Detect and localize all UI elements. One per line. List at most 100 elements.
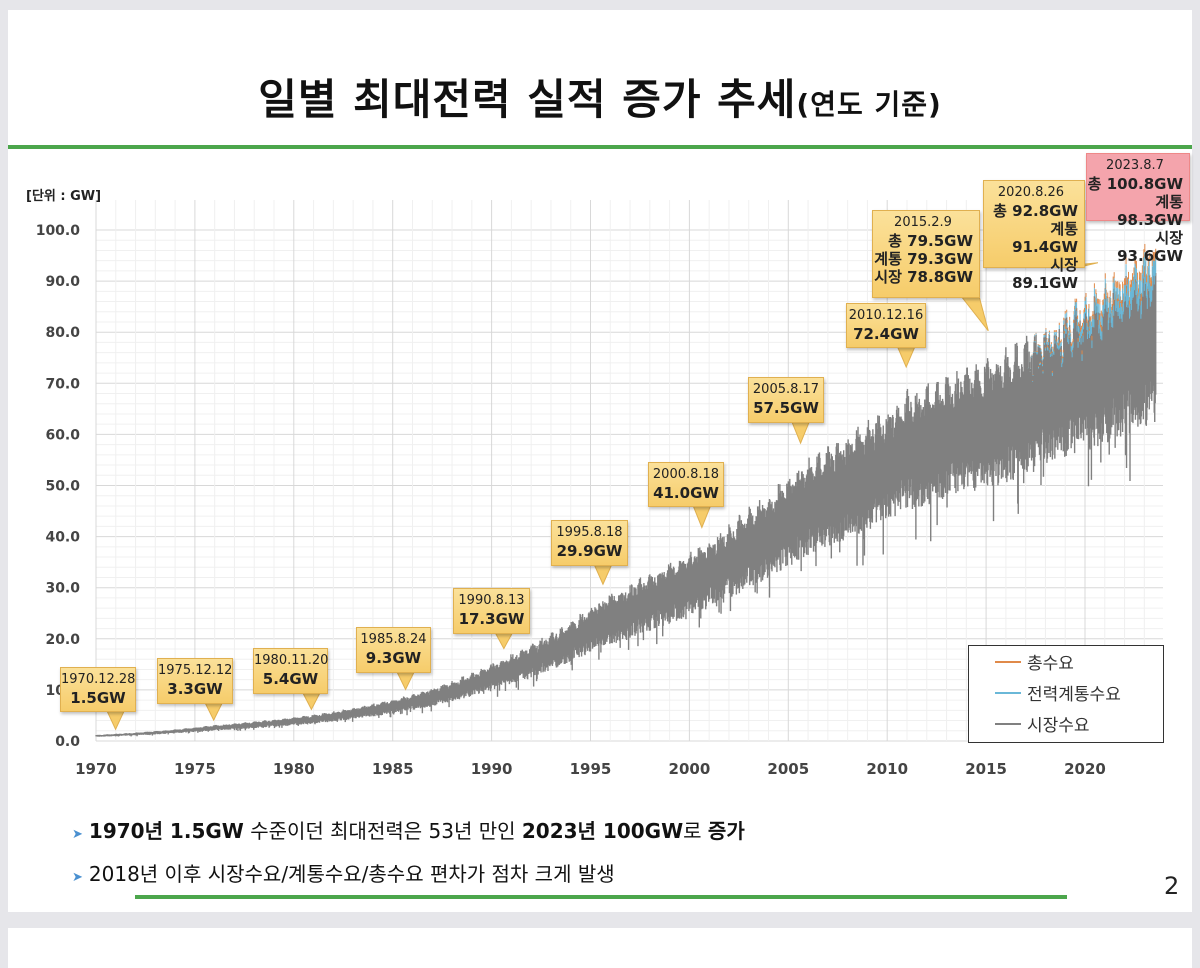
legend-label: 시장수요 <box>1027 716 1090 736</box>
callout-pointer <box>395 670 416 691</box>
callout-2023.8.7: 2023.8.7 총 100.8GW 계통 98.3GW 시장 93.6GW <box>1086 153 1190 265</box>
callout-1985.8.24: 1985.8.24 9.3GW <box>356 627 431 673</box>
y-tick-label: 90.0 <box>45 274 80 290</box>
legend-item: 전력계통수요 <box>969 677 1163 708</box>
x-tick-label: 1980 <box>273 760 315 778</box>
legend-swatch <box>995 660 1021 663</box>
callout-date: 1970.12.28 <box>61 672 136 687</box>
callout-pointer <box>301 691 322 711</box>
y-tick-label: 40.0 <box>45 530 80 546</box>
callout-value: 시장 78.8GW <box>874 268 973 286</box>
y-tick-label: 20.0 <box>45 632 80 648</box>
page-number: 2 <box>1164 872 1180 900</box>
callout-2000.8.18: 2000.8.18 41.0GW <box>648 462 724 507</box>
callout-value: 9.3GW <box>365 649 422 667</box>
y-tick-label: 50.0 <box>45 479 80 495</box>
bullet-text: 1970년 1.5GW <box>88 819 244 843</box>
legend-swatch <box>995 722 1021 725</box>
y-tick-label: 60.0 <box>45 427 80 443</box>
callout-value: 총 92.8GW <box>993 202 1078 220</box>
callout-2020.8.26: 2020.8.26 총 92.8GW 계통 91.4GW 시장 89.1GW <box>983 180 1085 292</box>
x-tick-label: 1975 <box>174 760 216 778</box>
legend-item: 시장수요 <box>969 708 1163 739</box>
callout-value: 계통 79.3GW <box>874 250 973 268</box>
callout-date: 1995.8.18 <box>556 525 623 540</box>
callout-1970.12.28: 1970.12.28 1.5GW <box>60 667 136 712</box>
series-grid-demand <box>1025 252 1157 382</box>
callout-pointer <box>790 420 811 445</box>
x-tick-label: 2020 <box>1064 760 1106 778</box>
bullet-1: ➤ 1970년 1.5GW 수준이던 최대전력은 53년 만인 2023년 100… <box>72 815 745 844</box>
bullet-text: 2023년 100GW <box>521 819 684 843</box>
x-tick-label: 1995 <box>570 760 612 778</box>
page-title: 일별 최대전력 실적 증가 추세(연도 기준) <box>0 66 1200 127</box>
x-tick-label: 1985 <box>372 760 414 778</box>
callout-date: 2010.12.16 <box>848 308 924 323</box>
bullet-text: 2018년 이후 시장수요/계통수요/총수요 편차가 점차 크게 발생 <box>88 862 615 886</box>
callout-value: 5.4GW <box>262 670 319 688</box>
x-tick-label: 2010 <box>866 760 908 778</box>
y-tick-label: 70.0 <box>45 376 80 392</box>
x-tick-label: 2015 <box>965 760 1007 778</box>
legend-label: 총수요 <box>1027 654 1074 674</box>
legend-label: 전력계통수요 <box>1027 685 1121 705</box>
y-tick-label: 30.0 <box>45 581 80 597</box>
bullet-text: 로 <box>683 819 708 843</box>
callout-value: 41.0GW <box>653 484 719 502</box>
callout-1990.8.13: 1990.8.13 17.3GW <box>453 588 530 634</box>
callout-value: 총 79.5GW <box>888 232 973 250</box>
bullet-arrow-icon: ➤ <box>72 827 83 842</box>
title-main: 일별 최대전력 실적 증가 추세 <box>258 75 797 124</box>
callout-2010.12.16: 2010.12.16 72.4GW <box>846 303 926 348</box>
callout-1980.11.20: 1980.11.20 5.4GW <box>253 648 328 694</box>
callout-1995.8.18: 1995.8.18 29.9GW <box>551 520 628 566</box>
bullet-2: ➤ 2018년 이후 시장수요/계통수요/총수요 편차가 점차 크게 발생 <box>72 858 615 887</box>
callout-2015.2.9: 2015.2.9 총 79.5GW 계통 79.3GW 시장 78.8GW <box>872 210 980 298</box>
title-sub: (연도 기준) <box>796 88 942 121</box>
series-market-demand <box>95 266 1157 737</box>
callout-value: 시장 93.6GW <box>1117 229 1183 265</box>
callout-pointer <box>593 563 613 586</box>
callout-1975.12.12: 1975.12.12 3.3GW <box>157 658 233 704</box>
y-tick-label: 0.0 <box>55 734 80 750</box>
callout-date: 1990.8.13 <box>458 593 525 608</box>
callout-date: 2020.8.26 <box>997 185 1065 200</box>
callout-date: 2000.8.18 <box>652 467 720 482</box>
callout-value: 계통 91.4GW <box>1012 220 1078 256</box>
callout-value: 시장 89.1GW <box>1012 256 1078 292</box>
x-tick-label: 2000 <box>669 760 711 778</box>
callout-2005.8.17: 2005.8.17 57.5GW <box>748 377 824 423</box>
y-tick-label: 80.0 <box>45 325 80 341</box>
callout-pointer <box>494 631 514 650</box>
callout-value: 29.9GW <box>556 542 623 560</box>
y-axis-label: [단위 : GW] <box>26 189 102 204</box>
callout-value: 17.3GW <box>458 610 525 628</box>
callout-date: 1980.11.20 <box>254 653 329 668</box>
legend: 총수요 전력계통수요 시장수요 <box>968 645 1164 743</box>
callout-pointer <box>203 701 224 722</box>
callout-pointer <box>105 709 126 731</box>
callout-pointer <box>896 345 916 369</box>
bullet-arrow-icon: ➤ <box>72 870 83 885</box>
callout-date: 2023.8.7 <box>1106 158 1164 173</box>
callout-value: 57.5GW <box>753 399 819 417</box>
x-tick-label: 2005 <box>767 760 809 778</box>
callout-date: 2015.2.9 <box>894 215 952 230</box>
x-tick-label: 1970 <box>75 760 117 778</box>
callout-value: 1.5GW <box>70 689 126 707</box>
bullet-text: 증가 <box>707 819 745 843</box>
divider <box>135 895 1067 899</box>
callout-value: 72.4GW <box>853 325 919 343</box>
legend-swatch <box>995 691 1021 694</box>
y-tick-label: 100.0 <box>36 223 81 239</box>
callout-value: 3.3GW <box>167 680 223 698</box>
callout-value: 계통 98.3GW <box>1117 193 1183 229</box>
callout-value: 총 100.8GW <box>1087 175 1183 193</box>
x-tick-label: 1990 <box>471 760 513 778</box>
callout-date: 2005.8.17 <box>752 382 820 397</box>
divider <box>8 145 1192 149</box>
callout-date: 1975.12.12 <box>158 663 233 678</box>
legend-item: 총수요 <box>969 646 1163 677</box>
callout-date: 1985.8.24 <box>360 632 427 647</box>
